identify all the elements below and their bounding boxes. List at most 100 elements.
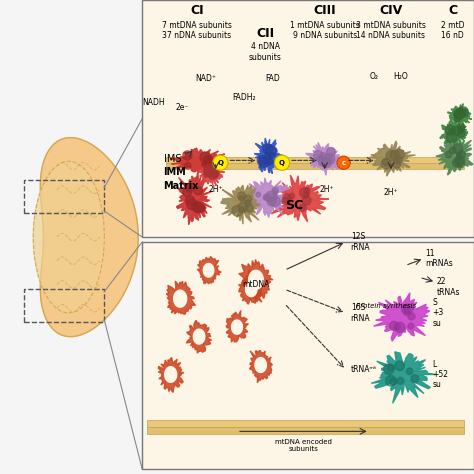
Polygon shape [246,282,257,297]
Circle shape [289,193,294,199]
Circle shape [455,109,465,119]
Circle shape [245,204,253,212]
Polygon shape [371,352,436,403]
Circle shape [385,375,396,386]
Text: 2H⁺: 2H⁺ [209,185,223,194]
Circle shape [265,146,276,157]
Circle shape [203,164,215,175]
Circle shape [299,204,306,211]
Circle shape [386,150,397,161]
Circle shape [193,202,204,213]
Polygon shape [199,159,225,186]
Circle shape [282,197,290,205]
Circle shape [454,109,464,119]
Circle shape [381,159,391,169]
Circle shape [185,196,194,205]
Circle shape [455,110,461,116]
Text: IMM: IMM [164,167,186,177]
Text: 3 mtDNA subunits
14 nDNA subunits: 3 mtDNA subunits 14 nDNA subunits [356,21,426,40]
Circle shape [237,192,246,200]
Circle shape [447,132,457,143]
Text: NADH: NADH [142,98,165,107]
Text: CI: CI [190,4,203,17]
Circle shape [258,157,269,168]
Polygon shape [173,290,187,307]
Circle shape [313,150,323,160]
Circle shape [265,191,277,202]
Circle shape [393,160,401,168]
Text: 2H⁺: 2H⁺ [383,188,398,197]
Polygon shape [197,256,221,283]
Text: Q: Q [218,160,223,166]
Circle shape [239,196,245,201]
Circle shape [208,164,217,173]
Text: mtDNA: mtDNA [242,280,270,289]
Text: NAD⁺: NAD⁺ [196,74,217,83]
Polygon shape [447,104,472,126]
Polygon shape [370,141,415,176]
Circle shape [263,144,273,154]
Circle shape [232,205,243,216]
Circle shape [187,199,197,210]
Circle shape [327,157,332,163]
Polygon shape [440,117,468,145]
Polygon shape [176,171,212,225]
Circle shape [204,161,210,168]
Text: 1 mtDNA subunits
9 nDNA subunits: 1 mtDNA subunits 9 nDNA subunits [290,21,359,40]
Text: FADH₂: FADH₂ [232,93,256,102]
Circle shape [383,158,390,165]
Circle shape [390,150,400,160]
Circle shape [457,130,465,137]
Circle shape [270,152,275,158]
Circle shape [211,171,219,178]
Circle shape [454,116,460,122]
Polygon shape [40,137,138,337]
FancyBboxPatch shape [166,163,465,169]
Text: CIII: CIII [313,4,336,17]
Circle shape [191,201,202,212]
Circle shape [213,155,228,170]
Polygon shape [33,161,104,313]
Circle shape [182,188,192,197]
Polygon shape [306,142,341,175]
Circle shape [244,195,252,202]
Circle shape [449,128,455,134]
FancyBboxPatch shape [142,242,474,469]
Text: 2e⁻: 2e⁻ [176,102,189,111]
Circle shape [408,323,414,329]
Circle shape [204,167,213,176]
Circle shape [263,195,268,200]
Circle shape [460,109,465,114]
Circle shape [302,196,311,205]
FancyBboxPatch shape [147,427,465,434]
FancyBboxPatch shape [147,420,465,427]
Polygon shape [158,357,184,392]
Text: 11
mRNAs: 11 mRNAs [425,249,453,268]
Circle shape [304,188,310,193]
Text: Q: Q [279,160,285,166]
Polygon shape [231,320,243,334]
Circle shape [454,111,460,117]
Polygon shape [250,351,273,383]
Polygon shape [374,293,430,341]
Circle shape [408,313,415,320]
Circle shape [394,324,401,330]
Circle shape [186,183,194,192]
Circle shape [457,123,465,131]
Circle shape [202,162,207,167]
Circle shape [395,361,404,371]
Circle shape [194,186,202,195]
Polygon shape [268,175,329,222]
Circle shape [198,205,205,211]
Text: 7 mtDNA subunits
37 nDNA subunits: 7 mtDNA subunits 37 nDNA subunits [162,21,232,40]
Text: S
+3
su: S +3 su [433,298,444,328]
Text: O₂: O₂ [370,72,379,81]
Polygon shape [226,310,248,342]
Circle shape [209,171,215,177]
Text: 12S
rRNA: 12S rRNA [351,232,370,252]
Circle shape [456,159,465,167]
Circle shape [394,159,399,164]
Circle shape [458,107,468,117]
Text: Matrix: Matrix [164,181,199,191]
Circle shape [395,149,404,159]
